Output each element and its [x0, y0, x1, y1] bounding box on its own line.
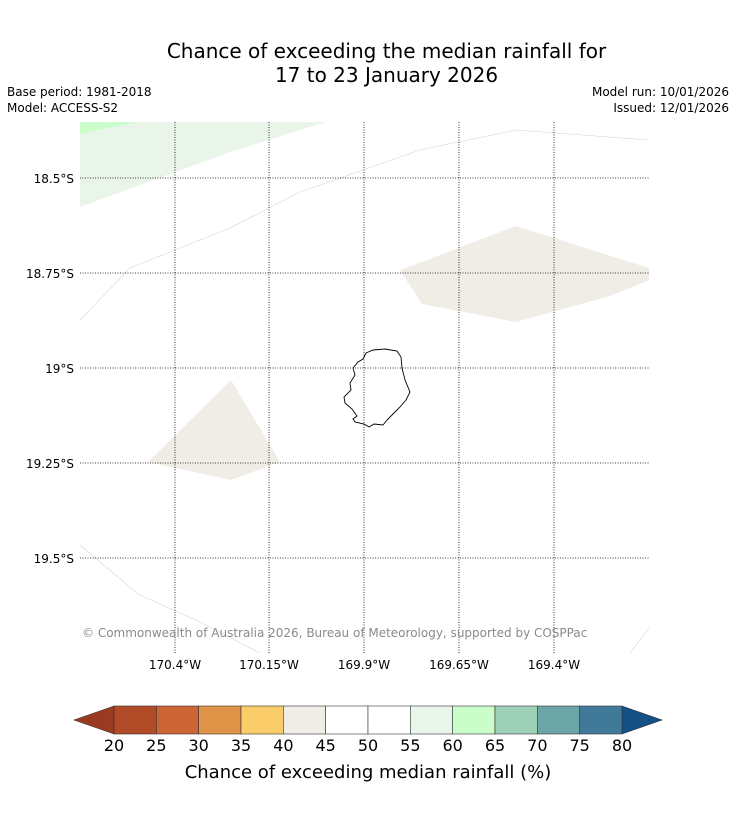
map-title-line-2: 17 to 23 January 2026	[274, 63, 499, 87]
colorbar-segment	[113, 705, 157, 735]
colorbar-tick-label: 70	[527, 736, 547, 755]
issued-text: Issued: 12/01/2026	[613, 101, 729, 115]
lat-label: 18.75°S	[26, 267, 74, 281]
region-60-65	[80, 122, 136, 134]
colorbar-tick-label: 80	[612, 736, 632, 755]
colorbar-tick-label: 40	[273, 736, 293, 755]
colorbar-tick-label: 55	[400, 736, 420, 755]
model-run-text: Model run: 10/01/2026	[591, 85, 729, 99]
region-40-45	[400, 226, 649, 322]
contour-line	[629, 627, 649, 653]
colorbar-segment	[494, 705, 538, 735]
colorbar-segment	[240, 705, 284, 735]
base-period-text: Base period: 1981-2018	[7, 85, 152, 99]
colorbar-segment	[537, 705, 580, 735]
lat-label: 19°S	[45, 362, 74, 376]
meta-left: Base period: 1981-2018 Model: ACCESS-S2	[7, 84, 152, 116]
model-text: Model: ACCESS-S2	[7, 101, 119, 115]
colorbar-segment	[367, 705, 411, 735]
lon-label: 169.4°W	[528, 658, 580, 672]
colorbar-over-arrow	[621, 705, 663, 735]
colorbar-tick-label: 25	[146, 736, 166, 755]
contour-line	[80, 544, 261, 653]
colorbar-segment	[579, 705, 623, 735]
colorbar-tick-label: 60	[442, 736, 462, 755]
colorbar-tick-label: 30	[188, 736, 208, 755]
lon-label: 169.9°W	[338, 658, 390, 672]
lon-label: 169.65°W	[429, 658, 489, 672]
lon-label: 170.4°W	[149, 658, 201, 672]
colorbar-tick-label: 65	[485, 736, 505, 755]
colorbar-segment	[283, 705, 326, 735]
map-area	[80, 122, 649, 653]
colorbar-tick-label: 75	[569, 736, 589, 755]
colorbar-segment	[156, 705, 199, 735]
region-55-60	[80, 122, 326, 207]
lat-label: 19.25°S	[26, 457, 74, 471]
lon-label: 170.15°W	[239, 658, 299, 672]
lat-label: 19.5°S	[34, 552, 74, 566]
colorbar-segment	[198, 705, 242, 735]
colorbar-segment	[452, 705, 496, 735]
colorbar-tick-label: 50	[358, 736, 378, 755]
colorbar-segment	[410, 705, 453, 735]
colorbar-tick-label: 20	[104, 736, 124, 755]
colorbar-under-arrow	[73, 705, 115, 735]
map-title-line-1: Chance of exceeding the median rainfall …	[166, 39, 607, 63]
colorbar-title: Chance of exceeding median rainfall (%)	[185, 762, 552, 783]
island-coastline	[343, 348, 411, 428]
colorbar-ticks: 20 25 30 35 40 45 50 55 60 65 70 75 80	[104, 736, 632, 755]
gridlines	[80, 122, 649, 653]
lat-label: 18.5°S	[34, 172, 74, 186]
contour-line	[80, 129, 649, 321]
colorbar	[73, 705, 663, 735]
region-40-45	[148, 380, 280, 480]
colorbar-tick-label: 35	[231, 736, 251, 755]
copyright-text: © Commonwealth of Australia 2026, Bureau…	[82, 626, 587, 640]
meta-right: Model run: 10/01/2026 Issued: 12/01/2026	[592, 84, 729, 116]
colorbar-tick-label: 45	[315, 736, 335, 755]
colorbar-segment	[325, 705, 369, 735]
